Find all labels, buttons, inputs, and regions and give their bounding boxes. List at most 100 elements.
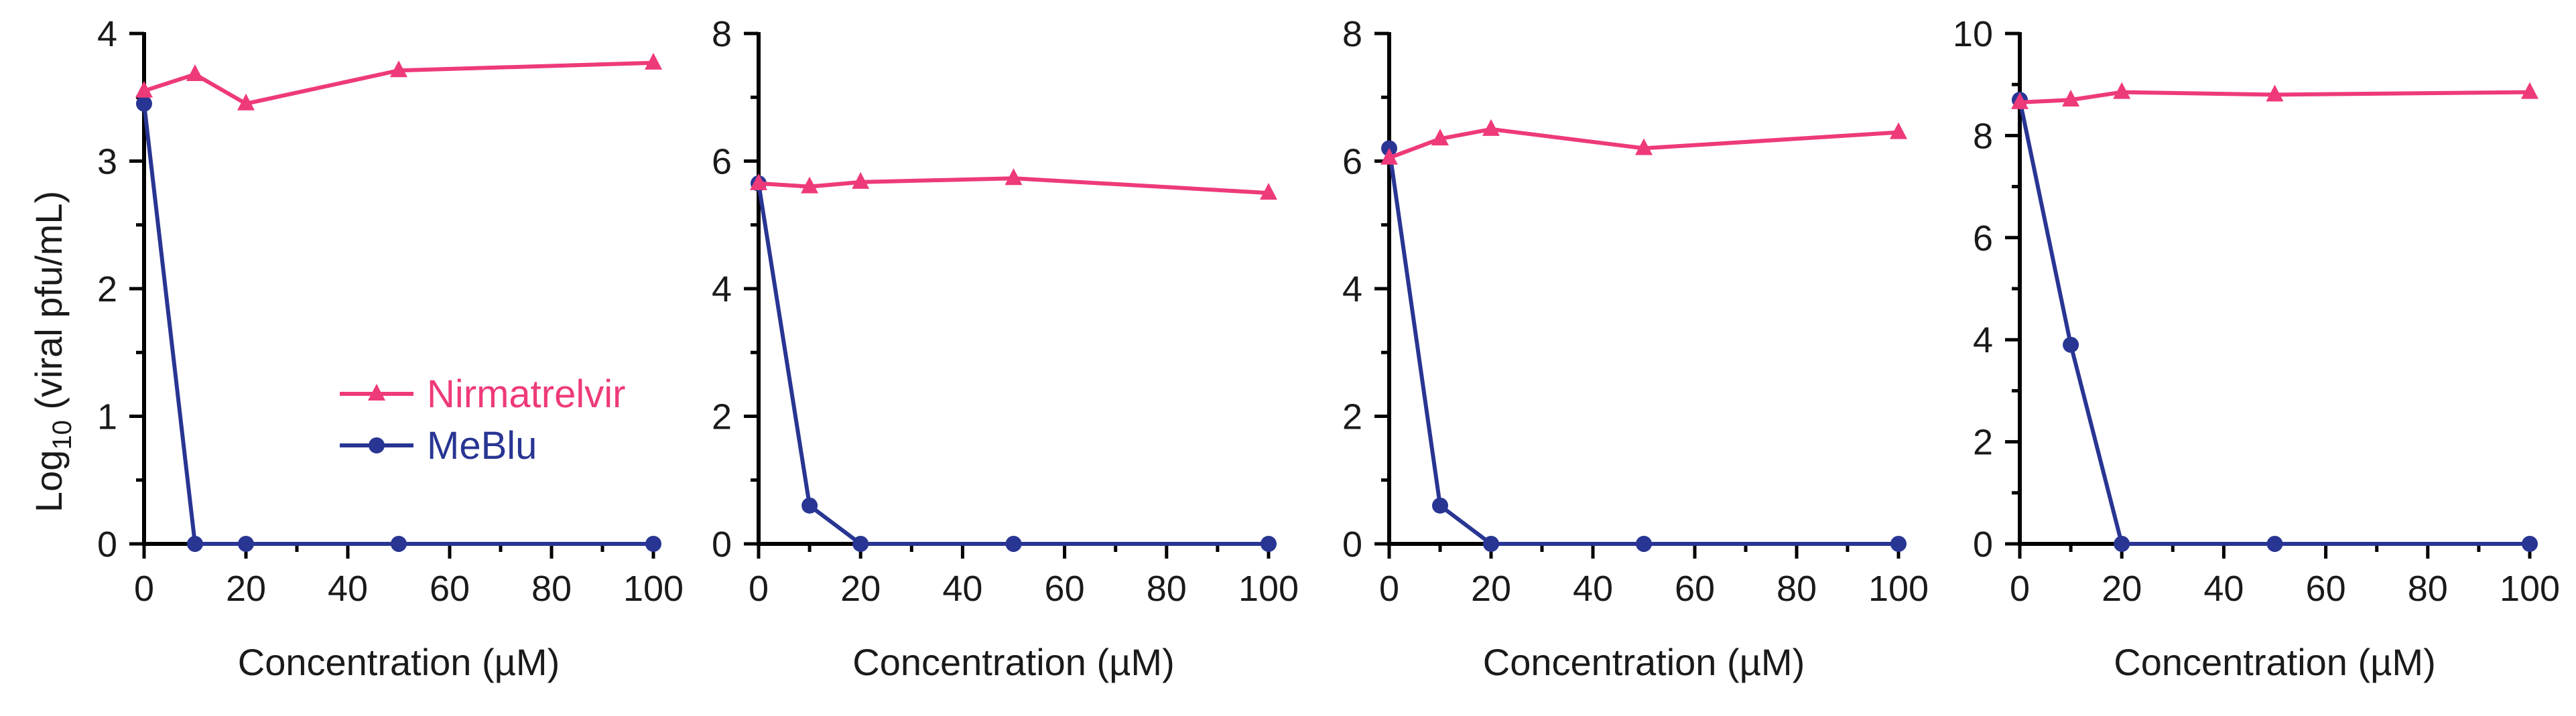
data-point-nirmatrelvir — [2266, 84, 2284, 102]
x-tick-label: 0 — [1379, 569, 1399, 609]
y-tick-label: 8 — [1342, 14, 1362, 54]
y-tick-label: 6 — [1973, 218, 1993, 259]
y-tick-label: 2 — [1973, 423, 1993, 463]
data-point-meblu — [2114, 536, 2130, 552]
series-line-meblu — [142, 103, 653, 546]
data-point-meblu — [1005, 536, 1022, 552]
series-line-meblu — [757, 183, 1269, 546]
x-axis-title: Concentration (µM) — [852, 641, 1174, 683]
data-point-nirmatrelvir — [801, 176, 819, 194]
x-tick-label: 80 — [1777, 569, 1817, 609]
x-tick-label: 60 — [1045, 569, 1085, 609]
data-point-nirmatrelvir — [750, 173, 767, 190]
data-point-meblu — [238, 536, 254, 552]
x-tick-label: 80 — [1147, 569, 1187, 609]
x-tick-label: 60 — [430, 569, 470, 609]
data-point-nirmatrelvir — [2113, 82, 2131, 99]
legend-label-meblu: MeBlu — [427, 424, 537, 468]
data-point-nirmatrelvir — [1431, 129, 1449, 146]
series-line-meblu — [1387, 147, 1898, 546]
data-point-meblu — [852, 536, 869, 552]
data-point-nirmatrelvir — [1380, 147, 1398, 165]
data-point-meblu — [2522, 536, 2538, 552]
data-point-nirmatrelvir — [1482, 119, 1500, 136]
data-point-nirmatrelvir — [1005, 168, 1023, 186]
y-tick-label: 0 — [97, 524, 117, 565]
data-point-nirmatrelvir — [1260, 183, 1277, 200]
y-tick-label: 8 — [712, 14, 732, 54]
x-axis-title: Concentration (µM) — [238, 641, 560, 683]
data-point-nirmatrelvir — [2062, 90, 2080, 107]
legend-marker-meblu — [369, 437, 385, 453]
x-tick-label: 80 — [2408, 569, 2448, 609]
y-tick-label: 4 — [97, 14, 117, 54]
y-tick-label: 4 — [1342, 269, 1362, 309]
y-tick-label: 6 — [712, 142, 732, 182]
y-tick-label: 10 — [1953, 14, 1993, 54]
y-tick-label: 2 — [712, 397, 732, 437]
x-tick-label: 40 — [2203, 569, 2244, 609]
data-point-nirmatrelvir — [2521, 82, 2538, 99]
y-tick-label: 2 — [1342, 397, 1362, 437]
data-point-meblu — [136, 95, 152, 112]
y-tick-label: 4 — [712, 269, 732, 309]
y-axis-title-main: Log — [27, 450, 70, 512]
data-point-nirmatrelvir — [390, 60, 407, 78]
x-tick-label: 20 — [226, 569, 266, 609]
legend-marker-nirmatrelvir — [368, 384, 385, 401]
legend: Nirmatrelvir MeBlu — [340, 372, 625, 468]
data-point-nirmatrelvir — [1635, 138, 1653, 155]
x-tick-label: 0 — [134, 569, 154, 609]
y-axis-title: Log10 (viral pfu/mL) — [27, 191, 77, 512]
x-tick-label: 60 — [2306, 569, 2346, 609]
y-tick-label: 2 — [97, 269, 117, 309]
y-tick-label: 3 — [97, 142, 117, 182]
data-point-meblu — [187, 536, 203, 552]
legend-label-nirmatrelvir: Nirmatrelvir — [427, 372, 625, 416]
data-point-nirmatrelvir — [1890, 122, 1907, 139]
data-point-nirmatrelvir — [852, 171, 870, 189]
x-tick-label: 100 — [1868, 569, 1929, 609]
data-point-nirmatrelvir — [186, 64, 204, 81]
y-tick-label: 0 — [1973, 524, 1993, 565]
x-tick-label: 20 — [1471, 569, 1511, 609]
y-tick-label: 6 — [1342, 142, 1362, 182]
data-point-meblu — [801, 497, 818, 514]
data-point-nirmatrelvir — [237, 93, 255, 111]
y-tick-label: 0 — [1342, 524, 1362, 565]
x-tick-label: 60 — [1675, 569, 1715, 609]
data-point-meblu — [391, 536, 407, 552]
y-tick-label: 0 — [712, 524, 732, 565]
x-tick-label: 80 — [531, 569, 572, 609]
x-tick-label: 100 — [623, 569, 684, 609]
x-tick-label: 100 — [1238, 569, 1299, 609]
data-point-nirmatrelvir — [135, 80, 153, 98]
series-line-meblu — [2018, 99, 2530, 546]
x-tick-label: 40 — [328, 569, 368, 609]
x-axis-title: Concentration (µM) — [2114, 641, 2435, 683]
y-tick-label: 4 — [1973, 320, 1993, 360]
data-point-meblu — [1261, 536, 1277, 552]
data-point-meblu — [2063, 336, 2079, 353]
y-axis-title-rest: (viral pfu/mL) — [27, 191, 70, 420]
data-point-meblu — [1432, 497, 1448, 514]
y-tick-label: 1 — [97, 397, 117, 437]
data-point-meblu — [1890, 536, 1907, 552]
y-tick-label: 8 — [1973, 116, 1993, 156]
data-point-meblu — [645, 536, 661, 552]
x-tick-label: 0 — [2010, 569, 2030, 609]
x-tick-label: 40 — [1573, 569, 1613, 609]
x-tick-label: 0 — [749, 569, 769, 609]
data-point-meblu — [2266, 536, 2283, 552]
y-axis-title-subscript: 10 — [48, 420, 77, 450]
x-tick-label: 20 — [2102, 569, 2142, 609]
data-point-meblu — [1636, 536, 1652, 552]
x-tick-label: 40 — [942, 569, 982, 609]
data-point-meblu — [1483, 536, 1499, 552]
